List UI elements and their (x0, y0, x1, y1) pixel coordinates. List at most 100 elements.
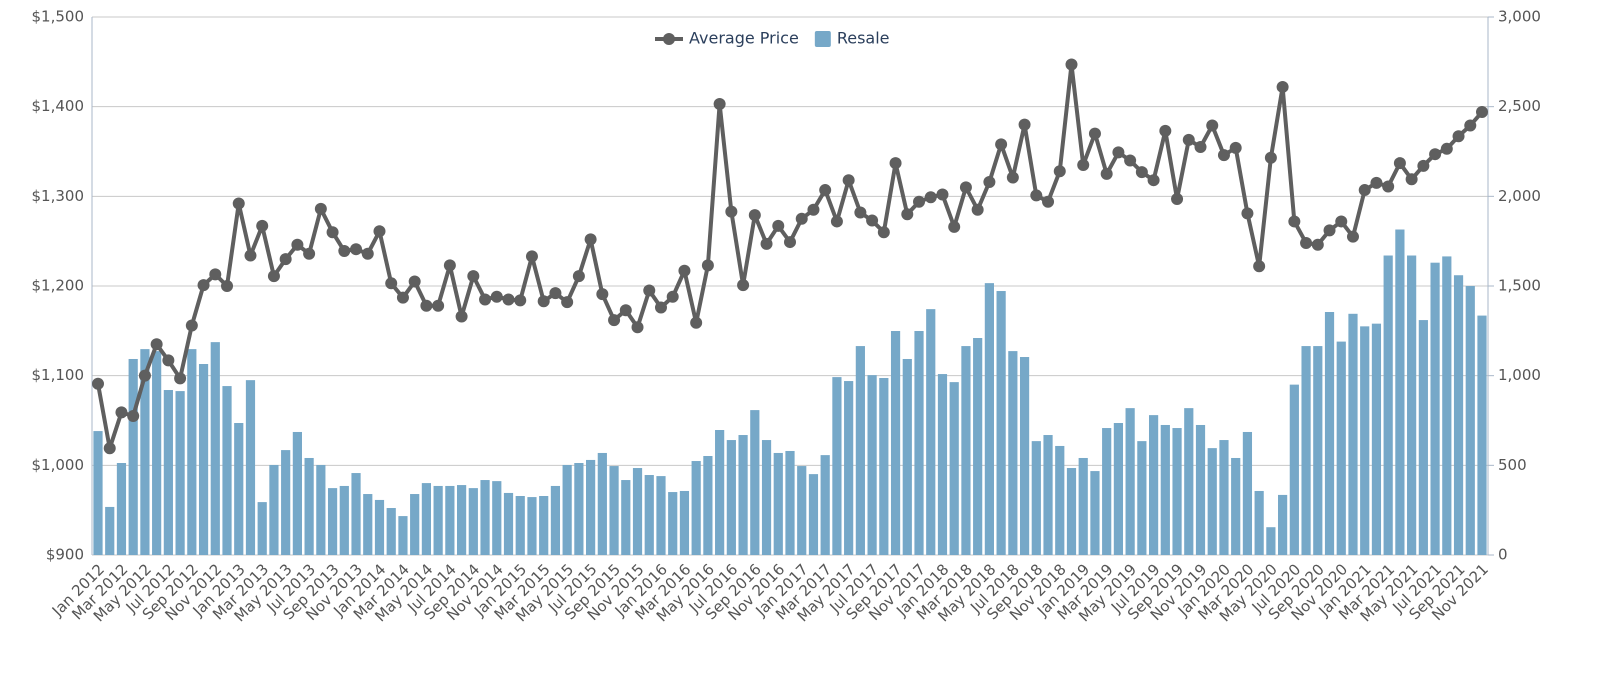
price-point (971, 203, 984, 216)
bar (93, 431, 103, 555)
price-point (1405, 173, 1418, 186)
bar (245, 380, 256, 555)
price-point (1370, 176, 1383, 189)
bar (691, 461, 701, 555)
price-point (584, 233, 597, 246)
bar (1102, 428, 1112, 555)
legend-marker (663, 33, 675, 45)
bar (902, 358, 912, 555)
bar (621, 480, 631, 555)
bar (726, 440, 736, 555)
price-point (877, 226, 890, 239)
price-point (654, 301, 667, 314)
price-point (490, 290, 503, 303)
price-point (525, 250, 538, 263)
bar (949, 382, 959, 555)
price-point (678, 264, 691, 277)
bar (1465, 286, 1475, 555)
bar (456, 485, 467, 555)
price-point (162, 354, 175, 367)
bar (867, 375, 877, 555)
price-point (1311, 238, 1324, 251)
price-point (127, 410, 140, 423)
y2-tick-label: 1,000 (1498, 366, 1541, 384)
price-point (631, 321, 644, 334)
price-point (408, 275, 421, 288)
price-point (713, 97, 726, 110)
bar (1289, 384, 1299, 555)
price-point (1159, 124, 1172, 137)
price-point (244, 249, 257, 262)
bar (445, 485, 455, 555)
price-point (514, 294, 527, 307)
bar (1008, 351, 1018, 555)
price-point (1264, 151, 1277, 164)
price-point (150, 338, 163, 351)
bar (257, 502, 267, 555)
price-point (866, 214, 879, 227)
price-point (115, 406, 128, 419)
bar (738, 435, 748, 555)
price-point (479, 293, 492, 306)
price-point (432, 299, 445, 312)
bar (1336, 341, 1346, 555)
price-point (1124, 154, 1137, 167)
bar (316, 464, 326, 555)
price-point (1194, 141, 1207, 154)
price-point (1112, 146, 1125, 159)
price-point (256, 219, 269, 232)
bar (1242, 431, 1253, 555)
price-point (1065, 58, 1078, 71)
bar (198, 364, 209, 555)
bar (386, 508, 396, 555)
price-point (854, 206, 867, 219)
bar (222, 386, 232, 555)
bar (961, 346, 971, 555)
bar (1231, 457, 1241, 555)
price-point (221, 280, 234, 292)
bar (351, 473, 361, 555)
bar (715, 430, 725, 555)
price-point (1241, 207, 1254, 220)
y2-tick-label: 3,000 (1498, 8, 1541, 26)
price-point (725, 205, 738, 218)
price-point (209, 268, 222, 281)
price-point (1300, 236, 1313, 249)
price-point (619, 304, 632, 317)
price-point (1147, 174, 1160, 187)
price-point (1358, 184, 1371, 197)
y2-tick-label: 2,500 (1498, 97, 1541, 115)
price-point (291, 238, 304, 251)
price-point (1077, 158, 1090, 171)
bar (1395, 229, 1405, 555)
y2-tick-label: 0 (1498, 546, 1508, 564)
price-point (350, 243, 363, 256)
price-point (924, 191, 937, 204)
bar (1078, 457, 1088, 555)
bar (984, 283, 994, 555)
price-point (455, 310, 468, 323)
bar (1313, 346, 1323, 555)
bar (210, 342, 220, 555)
bar (832, 377, 842, 555)
price-point (1100, 167, 1113, 180)
bar (1371, 323, 1382, 555)
price-point (232, 197, 245, 210)
bar (761, 440, 772, 555)
bar (668, 492, 678, 555)
price-point (373, 225, 386, 238)
price-point (948, 220, 961, 233)
bar (1125, 408, 1135, 555)
price-point (748, 209, 761, 222)
bar (750, 410, 760, 555)
price-point (983, 175, 996, 188)
bar (234, 423, 244, 555)
price-point (737, 279, 750, 292)
price-point (1288, 215, 1301, 228)
price-point (1323, 224, 1336, 237)
price-point (1135, 166, 1148, 179)
bar (1090, 471, 1100, 555)
price-point (959, 181, 972, 194)
y-tick-label: $900 (46, 546, 84, 564)
bar (304, 457, 314, 555)
